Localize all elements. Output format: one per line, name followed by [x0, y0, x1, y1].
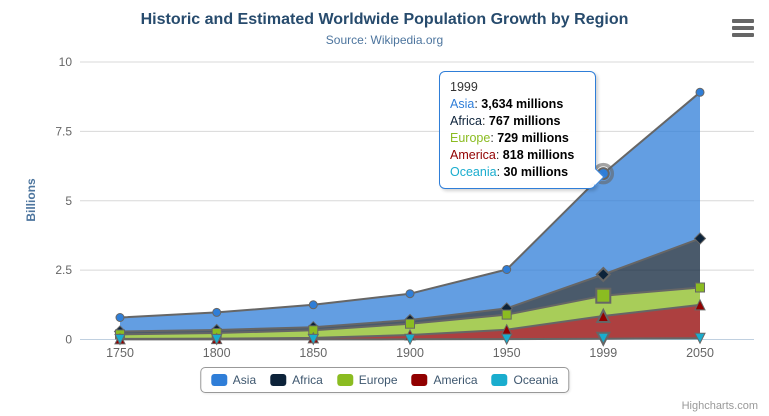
america-marker-2050[interactable]: [694, 298, 706, 311]
legend: Asia Africa Europe America Oceania: [199, 367, 570, 393]
tooltip-row-america: America: 818 millions: [450, 148, 575, 162]
legend-label: Africa: [292, 373, 323, 387]
europe-marker-1900[interactable]: [405, 318, 415, 329]
africa-swatch-icon: [270, 374, 287, 386]
chart-title: Historic and Estimated Worldwide Populat…: [140, 11, 629, 28]
y-axis-tick-label: 2.5: [55, 263, 72, 277]
x-axis-tick-label-1750: 1750: [106, 346, 134, 360]
europe-marker-2050[interactable]: [695, 282, 705, 293]
legend-item-europe[interactable]: Europe: [336, 373, 398, 387]
asia-swatch-icon: [210, 374, 227, 386]
tooltip: 1999 Asia: 3,634 millions Africa: 767 mil…: [439, 71, 604, 189]
y-axis-title: Billions: [24, 178, 38, 222]
africa-marker-2050[interactable]: [693, 232, 707, 245]
tooltip-rows: Asia: 3,634 millions Africa: 767 millions…: [450, 96, 585, 181]
oceania-marker-1750[interactable]: [114, 333, 126, 346]
hamburger-icon: [732, 19, 754, 37]
asia-area[interactable]: [120, 92, 700, 332]
europe-swatch-icon: [336, 374, 353, 386]
x-axis-tick-label-1800: 1800: [203, 346, 231, 360]
tooltip-row-oceania: Oceania: 30 millions: [450, 165, 569, 179]
oceania-swatch-icon: [491, 374, 508, 386]
x-axis-tick-label-1850: 1850: [299, 346, 327, 360]
tooltip-row-europe: Europe: 729 millions: [450, 131, 569, 145]
america-area[interactable]: [120, 304, 700, 340]
oceania-marker-1800[interactable]: [210, 333, 223, 346]
x-axis-tick-label-1950: 1950: [493, 346, 521, 360]
asia-marker-1800[interactable]: [212, 307, 222, 317]
asia-marker-2050[interactable]: [695, 87, 705, 97]
legend-label: Oceania: [513, 373, 559, 387]
europe-marker-1950[interactable]: [501, 309, 512, 320]
y-axis-tick-label: 0: [65, 333, 72, 347]
legend-label: Europe: [358, 373, 398, 387]
context-menu-button[interactable]: [732, 19, 754, 37]
europe-marker-1999[interactable]: [595, 287, 612, 304]
tooltip-row-africa: Africa: 767 millions: [450, 114, 561, 128]
tooltip-row-asia: Asia: 3,634 millions: [450, 97, 564, 111]
america-marker-1999[interactable]: [595, 307, 611, 323]
legend-item-oceania[interactable]: Oceania: [491, 373, 559, 387]
oceania-marker-1950[interactable]: [500, 333, 513, 346]
chart-subtitle: Source: Wikipedia.org: [325, 33, 444, 47]
y-axis-tick-label: 7.5: [55, 124, 72, 138]
america-swatch-icon: [411, 374, 428, 386]
asia-marker-1950[interactable]: [502, 265, 512, 274]
legend-item-africa[interactable]: Africa: [270, 373, 323, 387]
legend-label: America: [433, 373, 478, 387]
oceania-marker-2050[interactable]: [694, 332, 706, 345]
asia-marker-1850[interactable]: [308, 300, 318, 310]
tooltip-header: 1999: [450, 80, 478, 94]
legend-label: Asia: [232, 373, 257, 387]
africa-area[interactable]: [120, 238, 700, 335]
legend-item-asia[interactable]: Asia: [210, 373, 257, 387]
oceania-marker-1850[interactable]: [307, 333, 320, 346]
oceania-marker-1999[interactable]: [595, 331, 611, 347]
asia-marker-1750[interactable]: [115, 313, 125, 322]
africa-marker-1999[interactable]: [595, 266, 612, 283]
x-axis-tick-label-2050: 2050: [686, 346, 714, 360]
y-axis-tick-label: 5: [65, 194, 72, 208]
credits-link[interactable]: Highcharts.com: [681, 400, 758, 412]
y-axis-tick-label: 10: [59, 55, 73, 69]
asia-marker-1900[interactable]: [405, 289, 415, 299]
x-axis-tick-label-1900: 1900: [396, 346, 424, 360]
legend-item-america[interactable]: America: [411, 373, 478, 387]
x-axis-tick-label-1999: 1999: [589, 346, 617, 360]
oceania-marker-1900[interactable]: [404, 333, 416, 346]
